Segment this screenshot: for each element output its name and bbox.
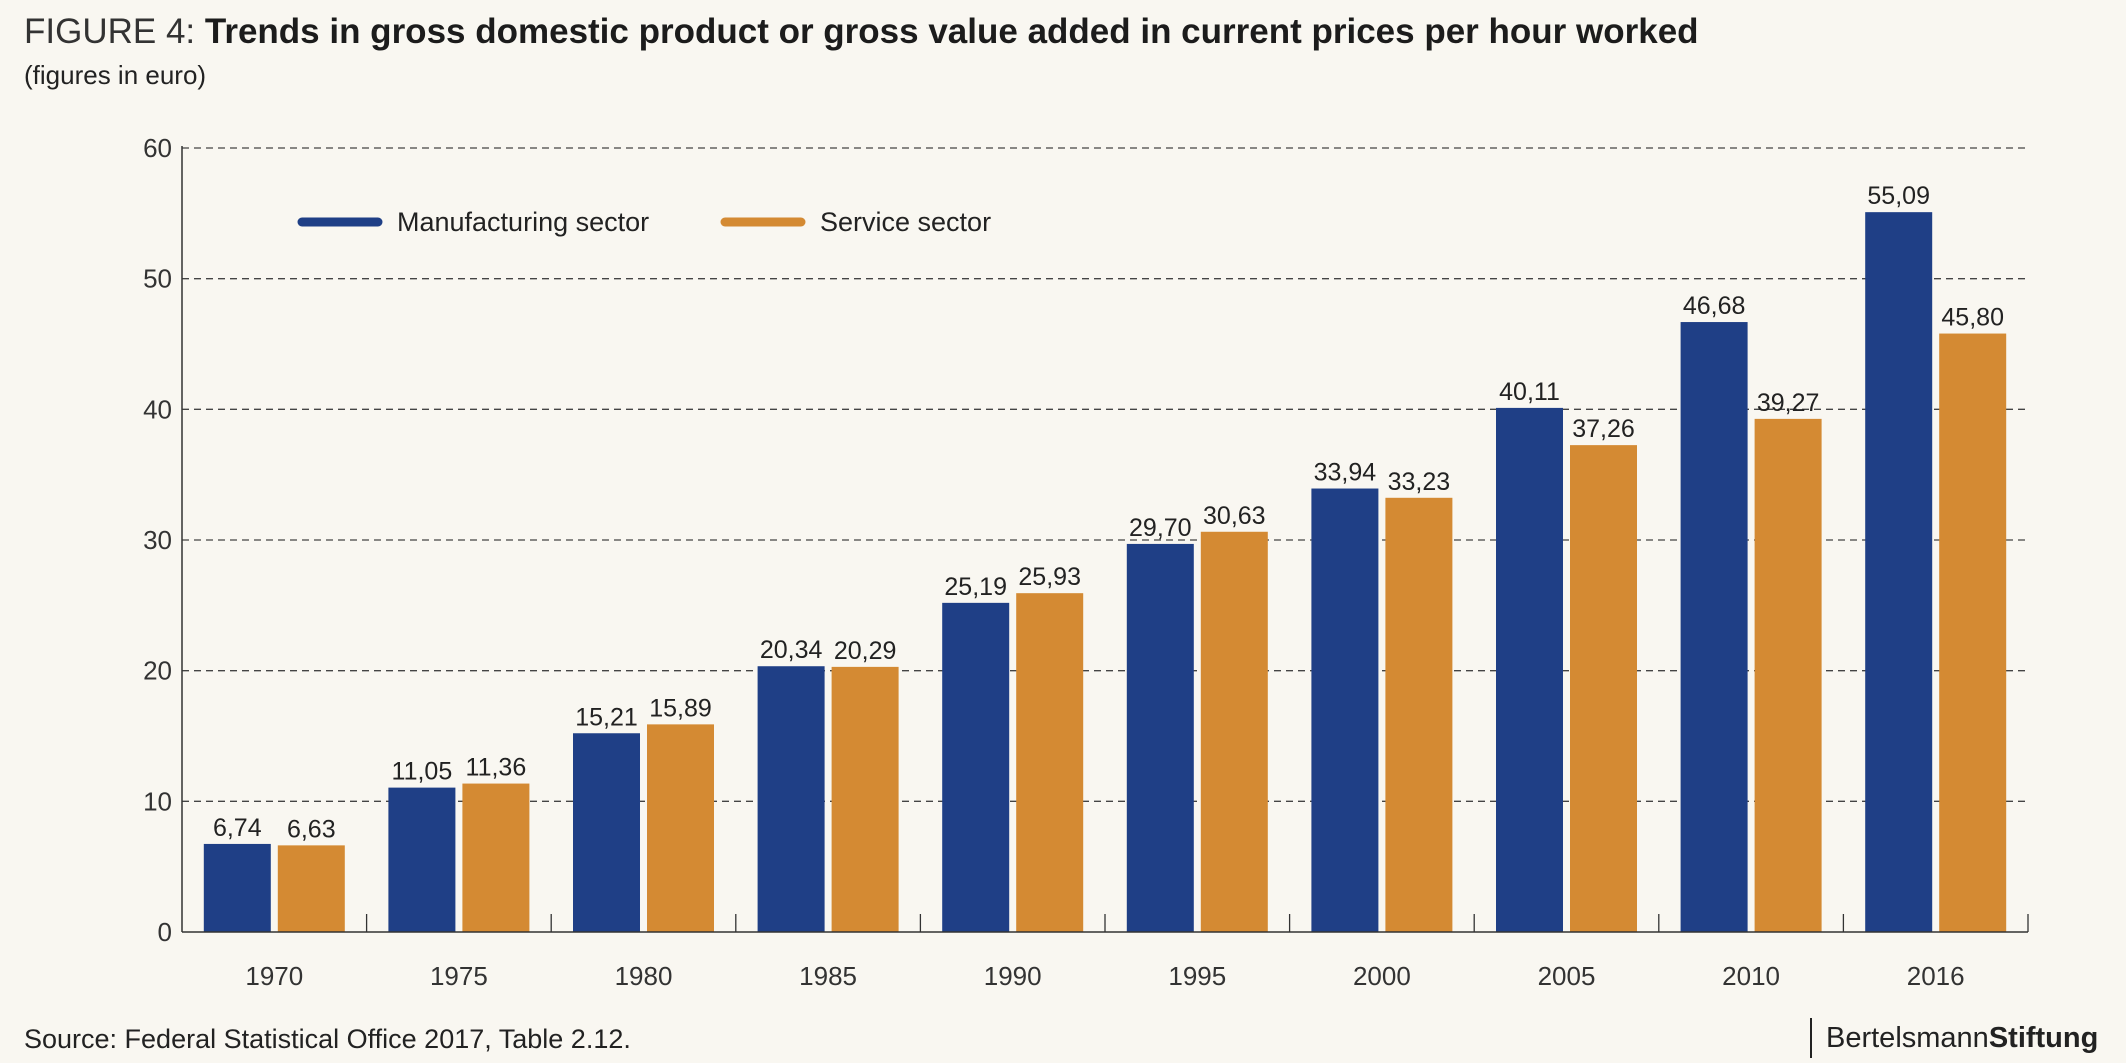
data-label-manufacturing: 55,09 — [1867, 182, 1930, 210]
y-tick-label: 60 — [143, 133, 172, 163]
data-label-service: 37,26 — [1572, 415, 1635, 443]
bar-manufacturing — [1496, 407, 1563, 932]
data-label-service: 20,29 — [834, 637, 897, 665]
bar-manufacturing — [757, 666, 825, 932]
x-tick-label: 1990 — [984, 961, 1042, 991]
bar-service — [277, 845, 345, 932]
legend-label-service: Service sector — [820, 207, 991, 237]
bar-service — [1570, 445, 1637, 932]
data-label-service: 30,63 — [1203, 502, 1266, 530]
x-tick-label: 1995 — [1168, 961, 1226, 991]
x-tick-label: 2016 — [1907, 961, 1965, 991]
data-label-service: 33,23 — [1388, 468, 1451, 496]
x-tick-label: 1975 — [430, 961, 488, 991]
x-tick-label: 1970 — [245, 961, 303, 991]
bar-manufacturing — [388, 787, 456, 932]
bar-manufacturing — [1126, 543, 1194, 932]
chart-title: FIGURE 4: Trends in gross domestic produ… — [24, 10, 1699, 54]
y-tick-label: 10 — [143, 786, 172, 816]
data-label-manufacturing: 6,74 — [213, 814, 262, 842]
brand-logo: BertelsmannStiftung — [1810, 1018, 2098, 1058]
data-label-manufacturing: 33,94 — [1314, 459, 1377, 487]
figure-label: FIGURE 4: — [24, 12, 205, 51]
bar-service — [831, 666, 899, 932]
data-label-manufacturing: 15,21 — [575, 703, 638, 731]
bar-manufacturing — [573, 733, 640, 932]
y-tick-label: 50 — [143, 264, 172, 294]
data-label-manufacturing: 46,68 — [1683, 292, 1746, 320]
data-label-service: 6,63 — [287, 815, 336, 843]
bar-service — [1754, 418, 1822, 932]
y-tick-label: 30 — [143, 525, 172, 555]
data-label-service: 11,36 — [466, 754, 527, 782]
bar-service — [1200, 531, 1268, 932]
y-tick-label: 0 — [158, 917, 172, 947]
source-note: Source: Federal Statistical Office 2017,… — [24, 1024, 631, 1054]
bar-service — [1016, 593, 1084, 932]
chart-subtitle: (figures in euro) — [24, 60, 207, 90]
bar-service — [1385, 497, 1453, 932]
bar-service — [1939, 333, 2007, 933]
data-label-service: 25,93 — [1018, 563, 1081, 591]
bar-manufacturing — [942, 602, 1010, 932]
data-label-service: 45,80 — [1941, 304, 2004, 332]
bar-manufacturing — [1311, 488, 1379, 932]
x-tick-label: 1985 — [799, 961, 857, 991]
data-label-manufacturing: 40,11 — [1499, 378, 1560, 406]
x-tick-label: 2000 — [1353, 961, 1411, 991]
x-tick-label: 2005 — [1538, 961, 1596, 991]
x-tick-label: 1980 — [615, 961, 673, 991]
x-tick-label: 2010 — [1722, 961, 1780, 991]
legend-label-manufacturing: Manufacturing sector — [397, 207, 649, 237]
bar-manufacturing — [1680, 322, 1748, 933]
data-label-manufacturing: 25,19 — [944, 573, 1007, 601]
bar-chart: 0 10 20 30 40 50 60 6,74 6,63 1970 11,05 11,36 1975 1… — [143, 133, 2029, 991]
bar-service — [462, 783, 530, 932]
bar-service — [647, 724, 714, 932]
data-label-manufacturing: 20,34 — [760, 636, 823, 664]
data-label-manufacturing: 29,70 — [1129, 514, 1192, 542]
bar-manufacturing — [1865, 212, 1933, 932]
data-label-manufacturing: 11,05 — [392, 758, 453, 786]
data-label-service: 15,89 — [649, 694, 712, 722]
bar-manufacturing — [203, 843, 271, 932]
brand-part1: Bertelsmann — [1826, 1022, 1989, 1054]
y-tick-label: 20 — [143, 656, 172, 686]
data-label-service: 39,27 — [1757, 389, 1820, 417]
brand-part2: Stiftung — [1988, 1022, 2099, 1054]
figure-title: Trends in gross domestic product or gros… — [204, 12, 1699, 51]
y-tick-label: 40 — [143, 394, 172, 424]
